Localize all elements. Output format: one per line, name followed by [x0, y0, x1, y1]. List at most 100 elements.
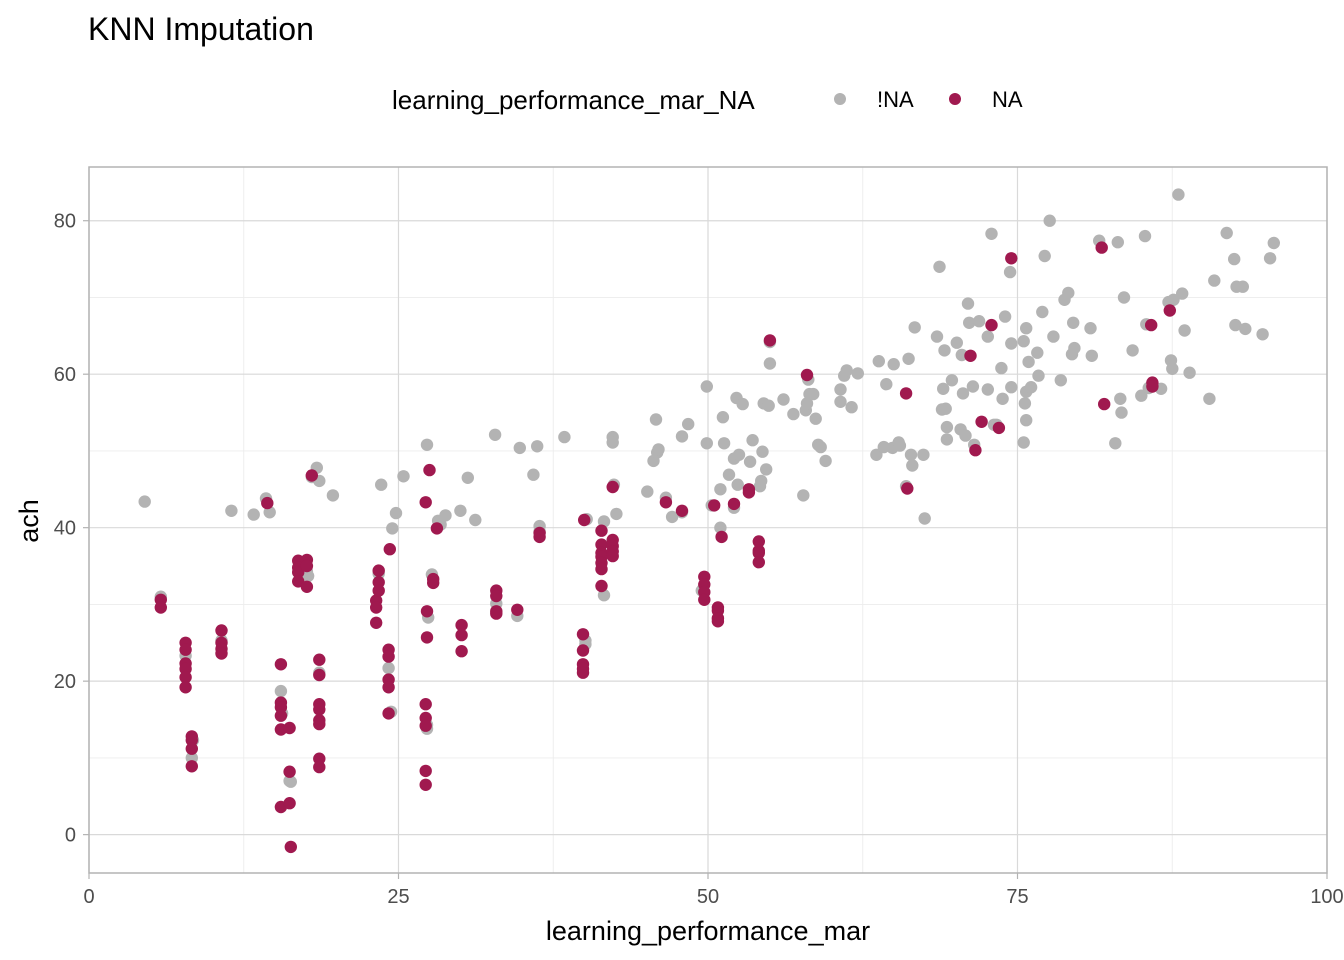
point-observed — [138, 495, 151, 508]
point-observed — [1208, 274, 1221, 287]
point-observed — [904, 448, 918, 461]
point-imputed — [1146, 380, 1159, 393]
point-observed — [558, 430, 571, 444]
point-imputed — [420, 605, 434, 618]
point-observed — [717, 437, 731, 450]
point-observed — [995, 361, 1008, 375]
point-observed — [787, 407, 800, 421]
point-imputed — [283, 765, 296, 778]
point-imputed — [261, 496, 274, 510]
point-imputed — [419, 698, 432, 711]
point-observed — [641, 485, 654, 498]
point-observed — [1126, 344, 1139, 357]
y-tick-label: 60 — [54, 364, 76, 386]
point-imputed — [455, 628, 468, 642]
point-observed — [1135, 389, 1148, 402]
point-observed — [1114, 392, 1127, 405]
point-observed — [225, 504, 238, 517]
x-tick-label: 50 — [697, 886, 719, 908]
point-observed — [375, 478, 388, 491]
point-observed — [1166, 362, 1179, 375]
point-observed — [1018, 397, 1032, 410]
point-observed — [1220, 226, 1233, 240]
point-imputed — [313, 717, 326, 731]
point-observed — [461, 471, 474, 484]
x-tick-label: 75 — [1006, 886, 1028, 908]
point-imputed — [975, 415, 988, 428]
point-observed — [731, 478, 744, 491]
point-observed — [675, 430, 689, 443]
point-observed — [762, 399, 775, 412]
point-observed — [1178, 324, 1191, 337]
point-observed — [420, 438, 434, 451]
point-imputed — [372, 584, 385, 597]
point-observed — [714, 521, 727, 534]
point-observed — [652, 443, 665, 456]
y-axis-tick-labels: 0 20 40 60 80 — [54, 211, 76, 847]
point-imputed — [419, 719, 432, 732]
point-imputed — [576, 628, 590, 641]
point-observed — [840, 364, 853, 377]
point-imputed — [901, 482, 914, 495]
point-observed — [326, 489, 340, 502]
axis-ticks — [83, 220, 1328, 879]
point-imputed — [578, 513, 591, 527]
point-imputed — [215, 647, 228, 660]
point-imputed — [300, 580, 314, 593]
point-imputed — [969, 444, 982, 457]
point-observed — [1003, 265, 1017, 279]
point-imputed — [752, 556, 765, 569]
point-observed — [247, 508, 260, 521]
point-observed — [1017, 436, 1030, 449]
point-imputed — [300, 559, 314, 573]
point-imputed — [698, 593, 711, 606]
point-observed — [732, 448, 746, 461]
x-tick-label: 25 — [387, 886, 409, 908]
point-observed — [807, 387, 820, 401]
point-observed — [1115, 406, 1128, 419]
point-imputed — [727, 497, 741, 511]
point-imputed — [675, 504, 689, 517]
point-observed — [763, 357, 777, 370]
point-observed — [1203, 392, 1216, 405]
point-observed — [1024, 381, 1038, 394]
point-observed — [756, 445, 769, 458]
point-observed — [1239, 322, 1252, 336]
point-observed — [906, 459, 919, 472]
point-observed — [998, 310, 1012, 323]
point-imputed — [595, 579, 608, 593]
point-observed — [872, 355, 885, 368]
point-imputed — [427, 576, 440, 590]
point-observed — [985, 227, 998, 240]
point-imputed — [752, 535, 765, 548]
point-observed — [981, 330, 994, 343]
point-observed — [880, 378, 893, 391]
x-axis-tick-labels: 0 25 50 75 100 — [83, 886, 1343, 908]
point-observed — [981, 383, 994, 396]
point-observed — [700, 437, 713, 450]
point-observed — [469, 513, 482, 527]
point-imputed — [382, 681, 395, 694]
point-imputed — [576, 666, 590, 679]
y-tick-label: 20 — [54, 671, 76, 693]
x-axis-title: learning_performance_mar — [546, 916, 870, 946]
point-observed — [1172, 188, 1185, 201]
point-imputed — [430, 522, 444, 535]
point-observed — [1047, 330, 1060, 343]
point-observed — [1263, 252, 1277, 265]
point-imputed — [419, 778, 432, 791]
point-observed — [382, 661, 395, 675]
point-imputed — [606, 549, 619, 563]
point-imputed — [313, 760, 326, 774]
point-imputed — [383, 543, 396, 556]
x-tick-label: 0 — [83, 886, 94, 908]
point-observed — [700, 380, 713, 393]
point-imputed — [305, 469, 318, 482]
point-imputed — [313, 653, 326, 666]
point-observed — [939, 402, 952, 415]
point-observed — [1062, 286, 1075, 300]
point-imputed — [992, 421, 1006, 435]
point-observed — [972, 315, 986, 328]
point-observed — [1017, 335, 1030, 348]
